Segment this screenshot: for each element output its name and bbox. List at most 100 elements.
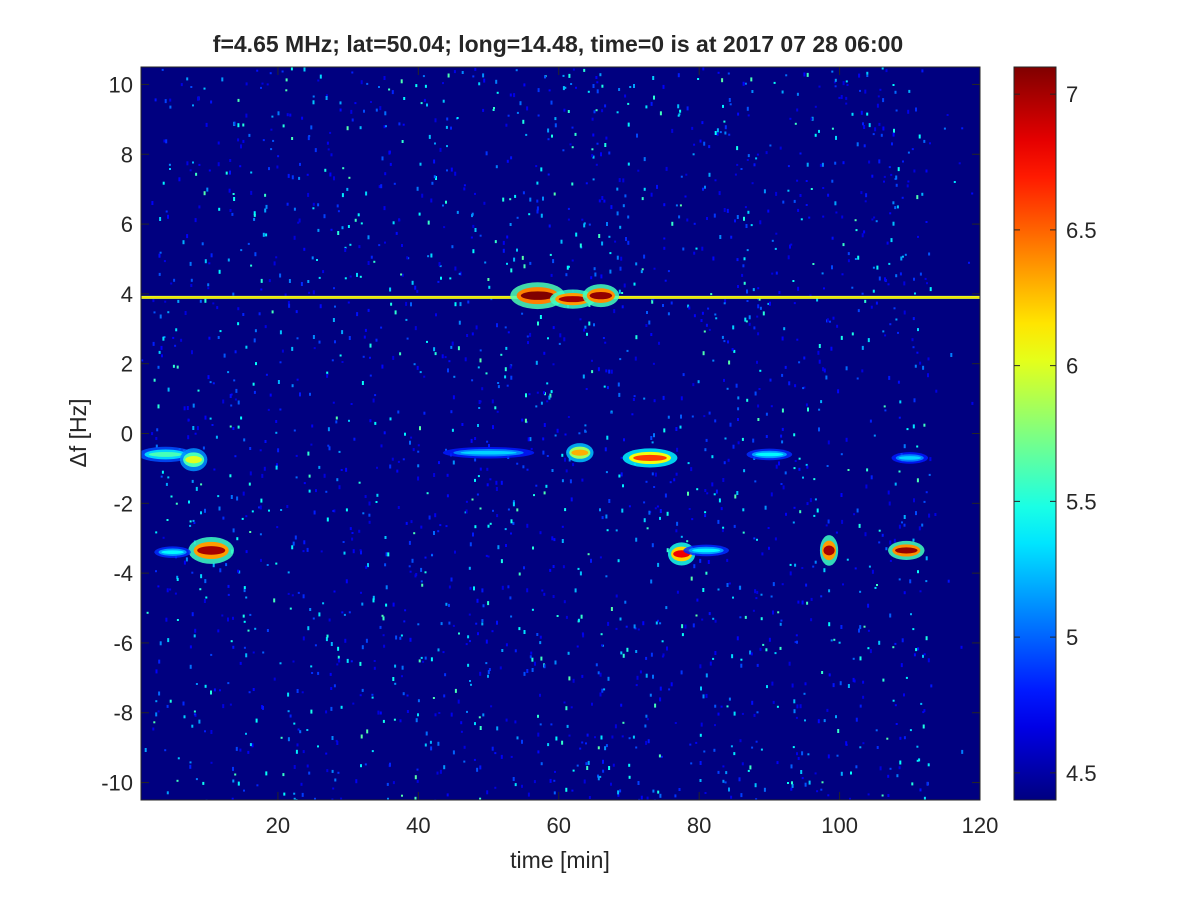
noise-cell — [485, 554, 488, 557]
noise-cell — [308, 489, 311, 493]
noise-cell — [447, 73, 450, 78]
noise-cell — [289, 714, 292, 718]
noise-cell — [675, 427, 678, 431]
noise-cell — [645, 480, 648, 483]
noise-cell — [416, 289, 419, 293]
noise-cell — [308, 291, 311, 294]
noise-cell — [376, 493, 379, 497]
noise-cell — [904, 253, 907, 256]
noise-cell — [912, 628, 915, 631]
noise-cell — [416, 186, 419, 191]
noise-cell — [161, 354, 163, 358]
noise-cell — [468, 613, 471, 616]
noise-cell — [707, 560, 710, 564]
noise-cell — [878, 276, 881, 281]
noise-cell — [845, 741, 848, 746]
noise-cell — [382, 616, 385, 621]
noise-cell — [861, 233, 864, 238]
noise-cell — [836, 324, 839, 328]
noise-cell — [383, 76, 386, 80]
noise-cell — [254, 627, 257, 630]
noise-cell — [751, 90, 754, 93]
noise-cell — [669, 481, 672, 484]
noise-cell — [540, 167, 543, 172]
noise-cell — [907, 151, 910, 154]
noise-cell — [317, 745, 319, 748]
noise-cell — [293, 722, 296, 725]
noise-cell — [605, 136, 608, 140]
noise-cell — [537, 750, 540, 754]
noise-cell — [213, 688, 216, 692]
noise-cell — [282, 124, 285, 128]
noise-cell — [888, 375, 891, 380]
noise-cell — [917, 328, 919, 332]
noise-cell — [616, 211, 619, 216]
noise-cell — [562, 86, 565, 91]
noise-cell — [359, 694, 362, 697]
noise-cell — [663, 203, 666, 207]
noise-cell — [417, 464, 420, 468]
noise-cell — [868, 160, 871, 164]
noise-cell — [772, 610, 774, 615]
noise-cell — [692, 383, 695, 387]
noise-cell — [332, 401, 335, 404]
noise-cell — [892, 699, 895, 702]
noise-cell — [635, 537, 638, 542]
noise-cell — [583, 328, 586, 332]
noise-cell — [182, 701, 185, 706]
noise-cell — [187, 435, 190, 440]
noise-cell — [892, 132, 895, 137]
noise-cell — [483, 78, 486, 83]
noise-cell — [191, 350, 193, 355]
noise-cell — [167, 214, 169, 219]
noise-cell — [423, 98, 426, 102]
noise-cell — [794, 460, 797, 462]
noise-cell — [291, 384, 294, 388]
noise-cell — [869, 419, 872, 423]
noise-cell — [163, 139, 166, 143]
noise-cell — [726, 387, 729, 390]
noise-cell — [536, 209, 539, 214]
noise-cell — [755, 157, 758, 160]
noise-cell — [383, 644, 386, 648]
noise-cell — [605, 744, 608, 748]
noise-cell — [405, 301, 408, 306]
noise-cell — [275, 256, 278, 259]
noise-cell — [393, 182, 396, 185]
noise-cell — [799, 194, 802, 197]
noise-cell — [845, 96, 848, 100]
noise-cell — [264, 325, 267, 329]
noise-cell — [653, 95, 655, 100]
x-tick-label: 60 — [547, 813, 571, 838]
noise-cell — [372, 398, 375, 403]
noise-cell — [928, 473, 931, 476]
noise-cell — [805, 463, 808, 466]
noise-cell — [359, 275, 362, 278]
noise-cell — [676, 521, 679, 526]
noise-cell — [913, 277, 915, 281]
noise-cell — [232, 528, 235, 533]
noise-cell — [485, 662, 488, 665]
noise-cell — [595, 109, 598, 112]
noise-cell — [234, 350, 237, 354]
noise-cell — [505, 643, 508, 647]
noise-cell — [317, 671, 320, 675]
noise-cell — [906, 428, 909, 431]
noise-cell — [273, 261, 276, 266]
noise-cell — [227, 371, 230, 374]
noise-cell — [806, 162, 809, 167]
noise-cell — [303, 540, 306, 545]
noise-cell — [645, 656, 648, 660]
noise-cell — [291, 137, 294, 140]
noise-cell — [913, 498, 915, 503]
noise-cell — [537, 732, 540, 737]
noise-cell — [561, 525, 564, 528]
noise-cell — [765, 648, 768, 652]
noise-cell — [799, 152, 802, 155]
noise-cell — [759, 306, 762, 310]
noise-cell — [235, 746, 238, 751]
noise-cell — [712, 256, 715, 261]
noise-cell — [674, 722, 677, 724]
noise-cell — [851, 112, 854, 116]
noise-cell — [889, 767, 892, 770]
